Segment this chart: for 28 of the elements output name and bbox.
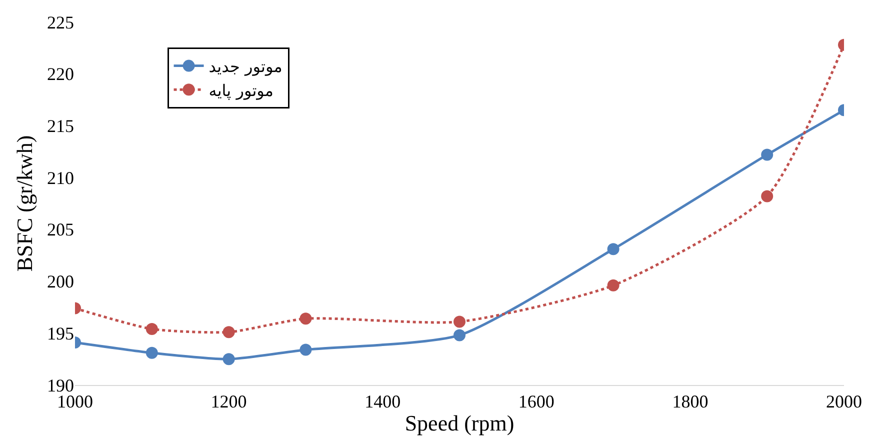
x-tick-label: 2000 bbox=[826, 392, 862, 412]
point bbox=[146, 346, 158, 359]
x-tick-label: 1400 bbox=[364, 392, 401, 412]
y-tick-label: 200 bbox=[47, 272, 74, 292]
y-tick-label: 215 bbox=[47, 116, 74, 136]
x-tick-label: 1200 bbox=[210, 392, 247, 412]
point bbox=[146, 322, 158, 335]
point bbox=[222, 353, 235, 366]
point bbox=[607, 279, 620, 292]
point bbox=[222, 326, 235, 338]
point bbox=[454, 316, 466, 328]
y-tick-label: 220 bbox=[47, 64, 74, 84]
point bbox=[300, 312, 312, 325]
point bbox=[607, 243, 620, 256]
y-tick-label: 210 bbox=[47, 168, 74, 188]
y-axis-title: BSFC (gr/kwh) bbox=[12, 135, 37, 272]
point bbox=[761, 148, 774, 161]
y-tick-label: 205 bbox=[47, 220, 74, 240]
x-axis-title: Speed (rpm) bbox=[404, 410, 514, 436]
x-tick-label: 1600 bbox=[518, 392, 554, 412]
point bbox=[300, 344, 312, 356]
x-tick-label: 1800 bbox=[672, 392, 708, 412]
y-tick-label: 195 bbox=[47, 323, 74, 344]
y-tick-label: 225 bbox=[47, 12, 74, 32]
legend-label: موتور جدید bbox=[208, 57, 282, 76]
legend-label: موتور پایه bbox=[208, 80, 274, 100]
point bbox=[454, 329, 466, 342]
point bbox=[761, 190, 774, 202]
